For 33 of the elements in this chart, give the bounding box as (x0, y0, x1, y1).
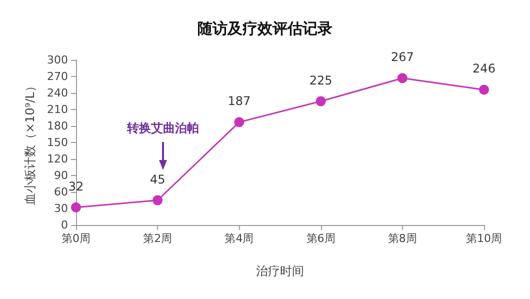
y-tick-label: 150 (47, 136, 68, 149)
point (234, 117, 244, 128)
x-tick-label: 第0周 (62, 232, 90, 245)
y-tick-label: 180 (47, 120, 68, 132)
y-tick-label: 90 (54, 169, 68, 182)
data-label: 32 (68, 179, 84, 194)
data-label: 225 (309, 73, 332, 88)
x-tick-label: 第8周 (388, 232, 417, 245)
x-tick-label: 第4周 (224, 232, 254, 245)
y-tick-label: 300 (47, 54, 68, 66)
data-label: 267 (390, 50, 414, 64)
x-tick-label: 第10周 (466, 232, 502, 245)
point (316, 96, 326, 106)
y-tick-label: 240 (47, 86, 68, 100)
y-tick-label: 30 (54, 202, 68, 215)
x-tick-label: 第6周 (306, 232, 336, 245)
annotation: 转换艾曲泊帕 (126, 121, 199, 135)
point (479, 84, 489, 95)
x-axis-title: 治疗时间 (256, 264, 304, 278)
y-tick-label: 0 (61, 218, 68, 232)
y-tick-label: 210 (47, 103, 68, 116)
point (397, 73, 408, 84)
chart-title: 随访及疗效评估记录 (198, 20, 332, 38)
y-axis-title: 血小板计数（×10⁹/L） (23, 80, 37, 205)
y-tick-label: 120 (47, 152, 68, 166)
y-tick-label: 60 (54, 186, 68, 198)
data-label: 187 (228, 94, 251, 108)
data-label: 246 (472, 62, 496, 76)
y-tick-label: 270 (47, 70, 68, 83)
point (71, 202, 81, 212)
x-tick-label: 第2周 (143, 232, 172, 245)
point (152, 195, 163, 206)
data-label: 45 (150, 172, 166, 186)
